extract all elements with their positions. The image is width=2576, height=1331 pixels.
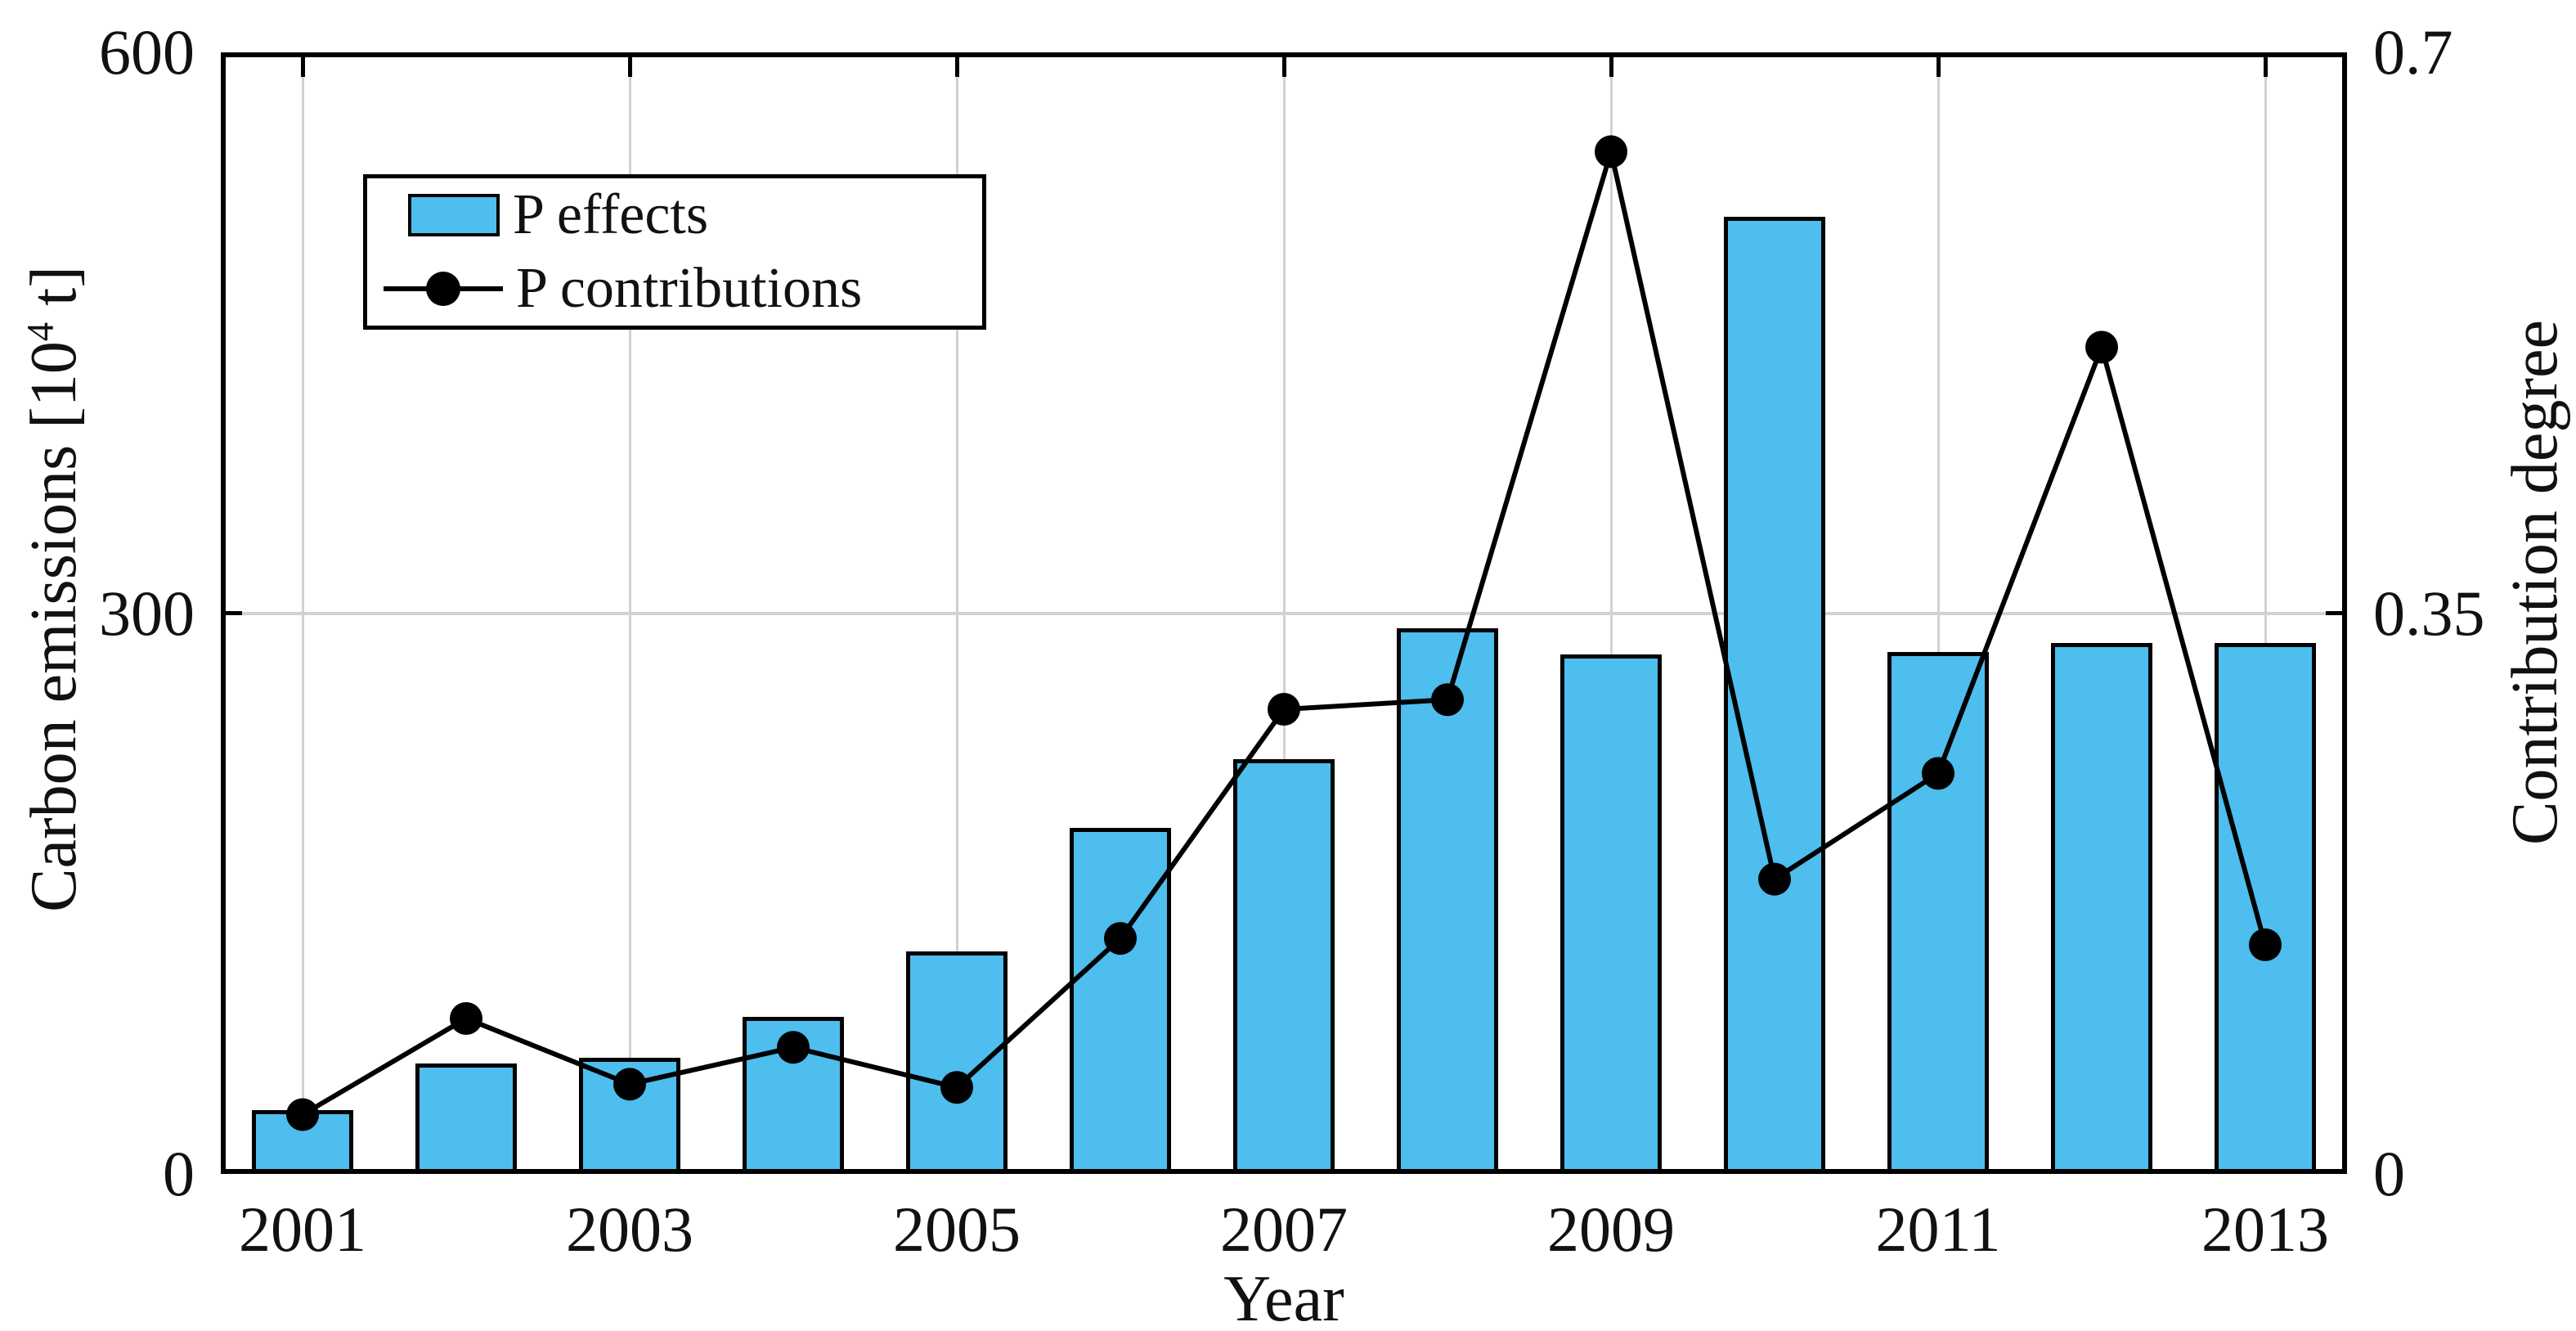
bar-2002 [415,1063,517,1174]
gridline-300 [221,611,2347,615]
top-tick-2007 [1281,52,1286,77]
left-axis-title: Carbon emissions [104 t] [18,266,90,912]
marker-2002 [450,1002,482,1036]
left-axis-title-suffix: t] [18,266,90,322]
legend-label-p-effects: P effects [513,183,709,246]
bar-2008 [1397,627,1498,1174]
top-tick-2005 [954,52,959,77]
marker-2010 [1758,862,1791,896]
bar-2007 [1233,758,1335,1174]
x-tick-label-2009: 2009 [1547,1194,1675,1265]
line-marker-sample-icon [384,272,503,306]
top-tick-2003 [627,52,632,77]
top-tick-2001 [300,52,305,77]
left-tick-300 [221,611,242,615]
right-tick-label-0: 0 [2373,1138,2405,1209]
left-axis-title-superscript: 4 [20,322,62,342]
legend: P effects P contributions [363,174,986,330]
bar-swatch-icon [408,194,500,236]
left-tick-label-600: 600 [99,16,195,88]
marker-2008 [1431,683,1464,717]
top-tick-2011 [1936,52,1941,77]
right-tick-label-0.7: 0.7 [2373,16,2453,88]
dot-marker-icon [426,272,460,306]
x-tick-label-2007: 2007 [1220,1194,1348,1265]
right-axis-title: Contribution degree [2499,319,2571,846]
top-tick-2013 [2263,52,2268,77]
marker-2005 [940,1071,973,1104]
left-tick-label-0: 0 [163,1138,195,1209]
marker-2009 [1595,135,1627,169]
x-axis-title: Year [1223,1263,1344,1331]
x-tick-label-2011: 2011 [1875,1194,2001,1265]
marker-2004 [777,1031,810,1064]
marker-2003 [613,1068,646,1101]
marker-2001 [286,1098,319,1131]
top-tick-2009 [1609,52,1613,77]
x-tick-label-2001: 2001 [239,1194,366,1265]
bar-2010 [1724,217,1825,1174]
bar-2011 [1887,652,1989,1174]
legend-label-p-contributions: P contributions [516,257,863,320]
bar-2005 [906,951,1008,1174]
bar-2006 [1070,828,1171,1174]
bar-2012 [2051,643,2152,1174]
right-tick-label-0.35: 0.35 [2373,577,2485,649]
left-tick-label-300: 300 [99,577,195,649]
plot-area: P effects P contributions [221,52,2347,1174]
x-tick-label-2003: 2003 [566,1194,693,1265]
legend-item-p-contributions: P contributions [367,254,982,324]
x-tick-label-2013: 2013 [2201,1194,2329,1265]
marker-2013 [2249,928,2282,961]
marker-2007 [1268,693,1300,726]
line-series-layer [286,135,2282,1131]
marker-2011 [1922,757,1954,790]
right-tick-035 [2326,611,2347,615]
legend-item-p-effects: P effects [367,181,982,250]
left-axis-title-text: Carbon emissions [10 [18,341,90,912]
bar-2013 [2215,643,2316,1174]
x-tick-label-2005: 2005 [893,1194,1021,1265]
marker-2012 [2085,331,2118,364]
bar-2009 [1560,654,1662,1174]
marker-2006 [1104,922,1137,956]
